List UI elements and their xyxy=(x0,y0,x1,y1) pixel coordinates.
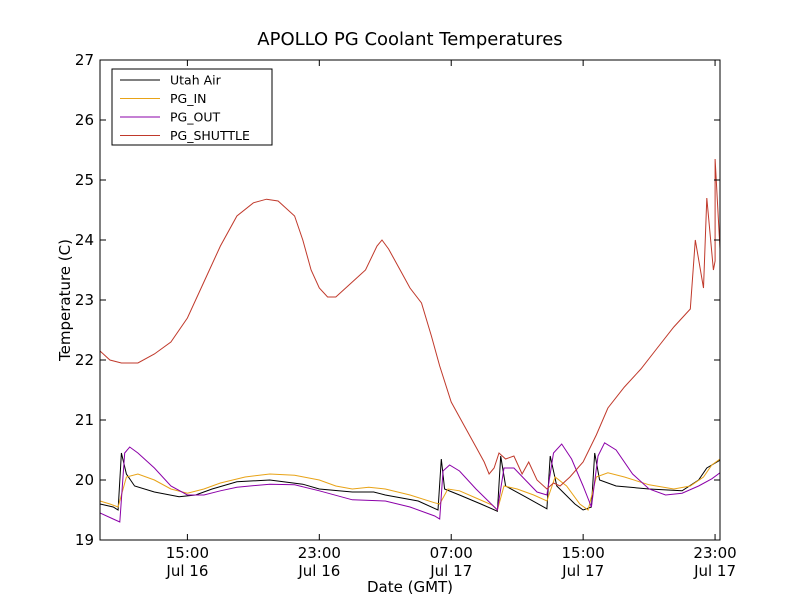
x-tick-label-date: Jul 17 xyxy=(561,562,604,580)
y-tick-label: 20 xyxy=(75,471,94,489)
y-tick-label: 19 xyxy=(75,531,94,549)
x-tick-label-date: Jul 17 xyxy=(693,562,736,580)
legend-box xyxy=(111,68,273,146)
y-tick-label: 23 xyxy=(75,291,94,309)
series-line-utah-air xyxy=(100,452,720,512)
x-tick-label-time: 15:00 xyxy=(562,544,605,562)
x-tick-label-date: Jul 16 xyxy=(297,562,340,580)
chart-title: APOLLO PG Coolant Temperatures xyxy=(257,29,562,50)
legend-label: Utah Air xyxy=(170,73,222,88)
y-tick-label: 24 xyxy=(75,231,94,249)
x-tick-label-time: 15:00 xyxy=(166,544,209,562)
y-tick-label: 26 xyxy=(75,111,94,129)
x-tick-label-time: 23:00 xyxy=(298,544,341,562)
legend-label: PG_OUT xyxy=(170,110,220,125)
y-axis-label: Temperature (C) xyxy=(56,239,74,362)
x-tick-label-time: 23:00 xyxy=(693,544,736,562)
x-tick-label-date: Jul 16 xyxy=(165,562,208,580)
y-tick-label: 27 xyxy=(75,51,94,69)
legend-label: PG_SHUTTLE xyxy=(170,128,250,143)
series-line-pg-in xyxy=(100,458,720,511)
legend-label: PG_IN xyxy=(170,91,207,106)
y-tick-label: 25 xyxy=(75,171,94,189)
series-line-pg-out xyxy=(100,442,720,523)
x-tick-label-date: Jul 17 xyxy=(429,562,472,580)
legend: Utah Air PG_IN PG_OUT PG_SHUTTLE xyxy=(111,68,273,146)
x-tick-label-time: 07:00 xyxy=(430,544,473,562)
y-axis-ticks: 19 20 21 22 23 24 25 26 27 xyxy=(75,51,720,549)
series-layer xyxy=(100,138,720,523)
y-tick-label: 22 xyxy=(75,351,94,369)
y-tick-label: 21 xyxy=(75,411,94,429)
x-axis-label: Date (GMT) xyxy=(367,578,453,596)
series-line-pg-shuttle xyxy=(100,138,720,490)
